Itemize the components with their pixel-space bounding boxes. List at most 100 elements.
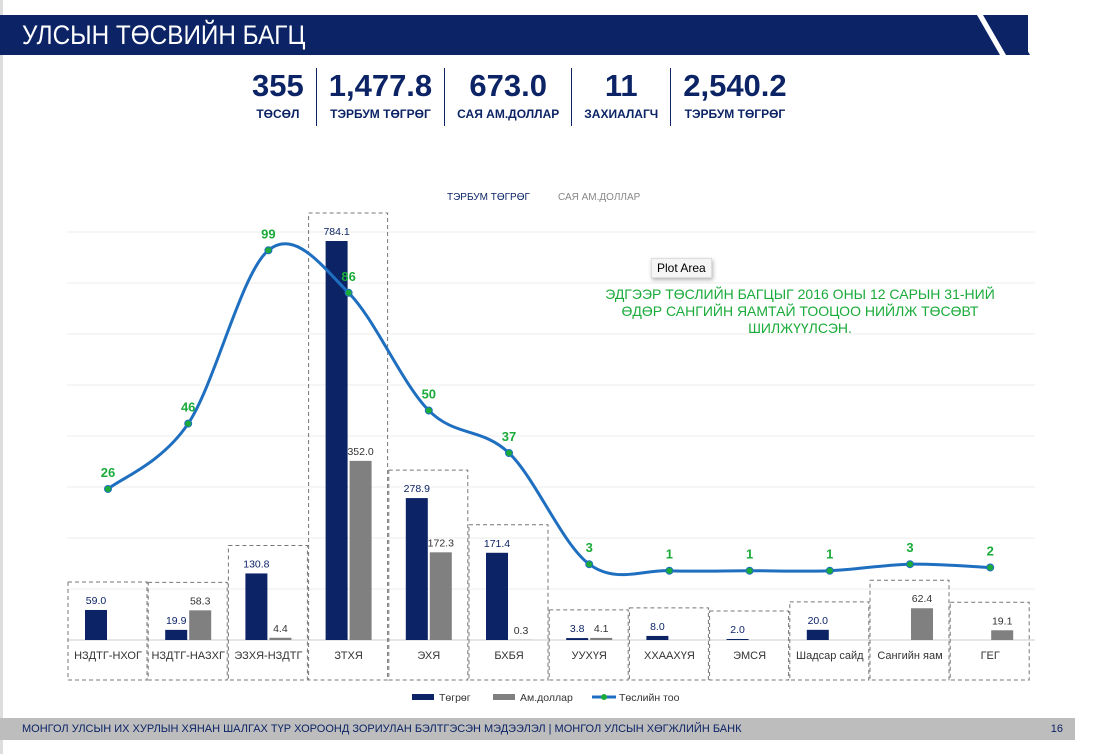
bar-tugrug <box>726 638 749 640</box>
project-count-point <box>184 419 193 428</box>
project-count-label: 3 <box>586 540 593 555</box>
stat-label: ЗАХИАЛАГЧ <box>584 107 659 121</box>
stat-label: ТЭРБУМ ТӨГРӨГ <box>330 107 431 121</box>
stat-usd: 673.0 САЯ АМ.ДОЛЛАР <box>445 68 573 126</box>
category-label: ГЕГ <box>981 650 1000 662</box>
project-count-label: 50 <box>422 387 436 402</box>
project-count-point <box>665 566 674 575</box>
bar-tugrug <box>486 552 508 640</box>
bar-label-tugrug: 278.9 <box>404 483 430 495</box>
category-label: ЭЗХЯ-НЗДТГ <box>234 650 302 662</box>
project-count-point <box>906 560 914 569</box>
category-label: ЗТХЯ <box>334 650 362 662</box>
bar-label-tugrug: 3.8 <box>570 623 585 635</box>
category-label: Сангийн яам <box>877 650 942 662</box>
stat-value: 673.0 <box>469 68 547 103</box>
category-label: ЭХЯ <box>417 650 440 662</box>
project-count-label: 46 <box>181 400 195 415</box>
page-number: 16 <box>1050 723 1063 735</box>
project-count-label: 1 <box>826 547 833 562</box>
stat-value: 2,540.2 <box>683 68 787 103</box>
project-count-label: 2 <box>987 543 994 558</box>
category-label: НЗДТГ-НАЗХГ <box>151 650 225 662</box>
category-label: НЗДТГ-НХОГ <box>74 650 142 662</box>
project-count-point <box>825 566 834 575</box>
project-count-label: 26 <box>101 465 115 480</box>
category-label: УУХҮЯ <box>572 650 607 662</box>
plot-area-tooltip: Plot Area <box>651 258 712 278</box>
category-box <box>67 581 148 681</box>
bar-label-tugrug: 2.0 <box>730 624 745 636</box>
legend-marker <box>601 694 607 700</box>
bar-label-usd: 62.4 <box>912 593 933 605</box>
bar-tugrug <box>566 638 589 640</box>
category-box <box>628 607 709 681</box>
project-count-point <box>505 449 513 458</box>
bar-tugrug <box>646 635 669 640</box>
category-box <box>869 579 950 681</box>
bar-label-tugrug: 8.0 <box>650 621 665 633</box>
stat-mnt: 1,477.8 ТЭРБУМ ТӨГРӨГ <box>317 68 446 126</box>
bar-tugrug <box>245 573 268 640</box>
stat-clients: 11 ЗАХИАЛАГЧ <box>572 68 672 126</box>
stats-row: 355 ТӨСӨЛ 1,477.8 ТЭРБУМ ТӨГРӨГ 673.0 САЯ А… <box>240 68 799 126</box>
bar-label-usd: 0.3 <box>514 625 529 637</box>
category-box <box>468 524 549 681</box>
stat-value: 1,477.8 <box>328 68 433 103</box>
bar-label-usd: 4.4 <box>273 623 288 635</box>
bar-label-tugrug: 171.4 <box>484 538 510 550</box>
bar-tugrug <box>405 498 428 640</box>
bar-label-tugrug: 130.8 <box>243 558 269 570</box>
category-box <box>388 469 469 681</box>
banner-stripes <box>885 15 1030 55</box>
legend-swatch <box>493 694 515 700</box>
stat-value: 11 <box>604 68 638 103</box>
slide-edge <box>0 0 3 754</box>
stat-total: 2,540.2 ТЭРБУМ ТӨГРӨГ <box>671 68 798 126</box>
category-box <box>709 610 790 681</box>
footer-text: МОНГОЛ УЛСЫН ИХ ХУРЛЫН ХЯНАН ШАЛГАХ ТҮР … <box>22 723 742 735</box>
bar-label-tugrug: 784.1 <box>323 226 349 238</box>
bar-label-tugrug: 59.0 <box>86 595 107 607</box>
project-count-point <box>424 406 433 415</box>
project-count-point <box>745 566 754 575</box>
project-count-label: 3 <box>906 540 913 555</box>
project-count-label: 99 <box>261 226 275 241</box>
project-count-label: 37 <box>502 429 516 444</box>
legend-label: Төгрөг <box>439 692 471 704</box>
unit-legend: ТЭРБУМ ТӨГРӨГ САЯ АМ.ДОЛЛАР <box>447 192 640 203</box>
footer: МОНГОЛ УЛСЫН ИХ ХУРЛЫН ХЯНАН ШАЛГАХ ТҮР … <box>0 718 1075 740</box>
category-label: Шадсар сайд <box>796 650 864 662</box>
legend-swatch <box>412 694 434 700</box>
unit-usd[interactable]: САЯ АМ.ДОЛЛАР <box>557 192 641 203</box>
project-count-label: 1 <box>746 547 753 562</box>
category-box <box>548 609 629 681</box>
stat-label: САЯ АМ.ДОЛЛАР <box>457 107 560 121</box>
bar-tugrug <box>165 629 188 640</box>
category-box <box>949 601 1030 681</box>
bar-usd <box>911 608 933 640</box>
project-count-point <box>104 484 112 493</box>
category-label: ХХААХҮЯ <box>644 650 695 662</box>
category-box <box>227 544 308 681</box>
project-count-point <box>344 288 353 297</box>
title-banner <box>0 15 1028 55</box>
bar-tugrug <box>325 241 348 640</box>
category-box <box>789 601 870 681</box>
bar-label-tugrug: 20.0 <box>808 615 829 627</box>
category-label: ЭМСЯ <box>733 650 766 662</box>
stat-value: 355 <box>252 68 304 103</box>
stat-label: ТЭРБУМ ТӨГРӨГ <box>684 107 786 121</box>
bar-usd <box>189 610 212 640</box>
bar-tugrug <box>806 629 829 640</box>
unit-mnt[interactable]: ТЭРБУМ ТӨГРӨГ <box>447 192 530 203</box>
chart-note: ЭДГЭЭР ТӨСЛИЙН БАГЦЫГ 2016 ОНЫ 12 САРЫН … <box>605 286 995 336</box>
category-box <box>147 581 228 681</box>
bar-usd <box>429 552 452 640</box>
page-title: УЛСЫН ТӨСВИЙН БАГЦ <box>22 20 306 50</box>
bar-usd <box>991 630 1014 640</box>
bar-usd <box>349 460 372 640</box>
project-count-label: 1 <box>666 547 673 562</box>
bar-usd <box>590 637 613 640</box>
